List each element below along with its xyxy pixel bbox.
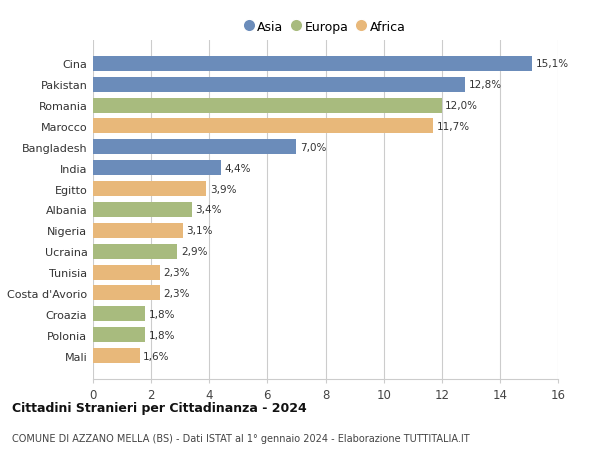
Text: 1,8%: 1,8% <box>149 309 175 319</box>
Bar <box>93 161 221 176</box>
Bar <box>93 202 192 218</box>
Text: 12,8%: 12,8% <box>469 80 502 90</box>
Bar <box>93 244 177 259</box>
Bar <box>93 182 206 196</box>
Bar <box>93 224 183 238</box>
Text: COMUNE DI AZZANO MELLA (BS) - Dati ISTAT al 1° gennaio 2024 - Elaborazione TUTTI: COMUNE DI AZZANO MELLA (BS) - Dati ISTAT… <box>12 433 470 442</box>
Bar <box>93 140 296 155</box>
Legend: Asia, Europa, Africa: Asia, Europa, Africa <box>242 17 409 38</box>
Bar <box>93 119 433 134</box>
Text: 2,9%: 2,9% <box>181 246 207 257</box>
Bar <box>93 307 145 322</box>
Text: 15,1%: 15,1% <box>535 59 568 69</box>
Text: 2,3%: 2,3% <box>163 288 190 298</box>
Bar <box>93 286 160 301</box>
Bar <box>93 56 532 72</box>
Text: 2,3%: 2,3% <box>163 268 190 278</box>
Text: 3,4%: 3,4% <box>196 205 222 215</box>
Bar <box>93 78 465 92</box>
Bar <box>93 348 139 364</box>
Text: 3,9%: 3,9% <box>210 184 236 194</box>
Bar <box>93 98 442 113</box>
Text: 3,1%: 3,1% <box>187 226 213 236</box>
Text: 11,7%: 11,7% <box>437 122 470 132</box>
Text: 1,8%: 1,8% <box>149 330 175 340</box>
Text: 7,0%: 7,0% <box>300 142 326 152</box>
Bar <box>93 265 160 280</box>
Text: Cittadini Stranieri per Cittadinanza - 2024: Cittadini Stranieri per Cittadinanza - 2… <box>12 401 307 414</box>
Text: 4,4%: 4,4% <box>224 163 251 174</box>
Text: 12,0%: 12,0% <box>445 101 478 111</box>
Bar <box>93 328 145 342</box>
Text: 1,6%: 1,6% <box>143 351 169 361</box>
